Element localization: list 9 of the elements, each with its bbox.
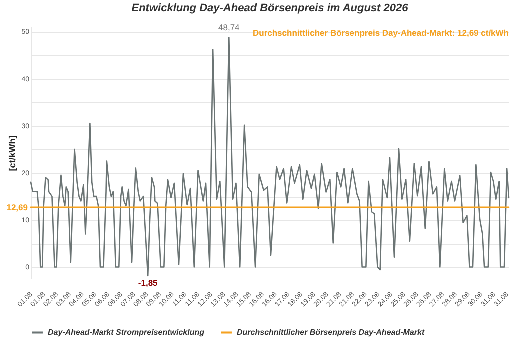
- line-series: [30, 36, 510, 277]
- annotation: 12,69: [6, 202, 28, 212]
- annotation: Durchschnittlicher Börsenpreis Day-Ahead-Markt: 12,69 ct/kWh: [252, 28, 509, 38]
- legend-label: Day-Ahead-Markt Strompreisentwicklung: [48, 328, 205, 337]
- annotation: -1,85: [138, 278, 158, 288]
- chart-title: Entwicklung Day-Ahead Börsenpreis im August 2026: [132, 2, 410, 15]
- annotation: 48,74: [218, 22, 240, 33]
- legend-label: Durchschnittlicher Börsenpreis Day-Ahead-Markt: [237, 328, 425, 337]
- y-axis-title: [ct/kWh]: [8, 136, 18, 172]
